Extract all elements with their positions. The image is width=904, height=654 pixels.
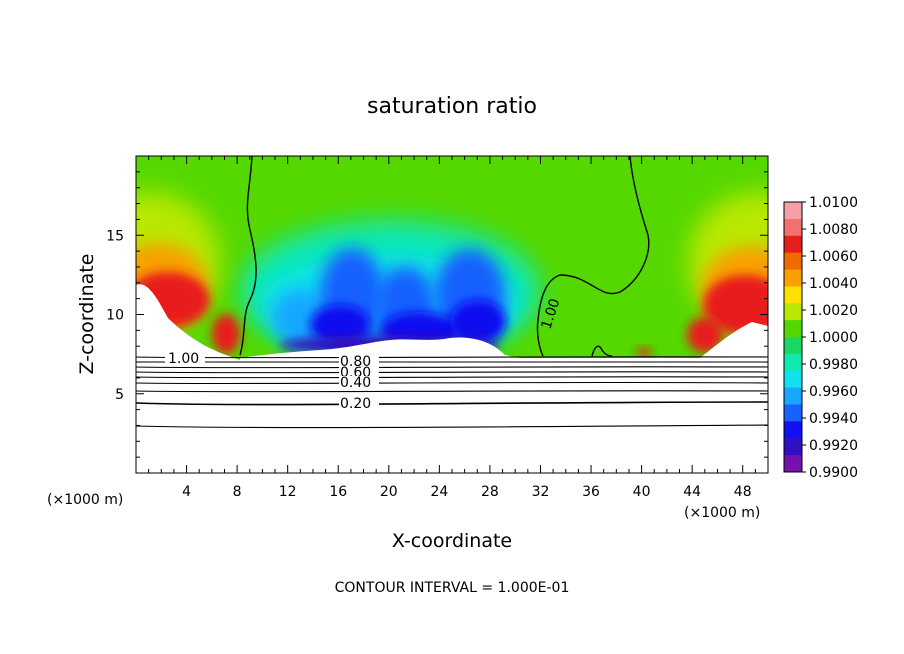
left-red-tail	[212, 314, 240, 354]
colorbar-label: 1.0040	[809, 276, 858, 292]
colorbar-swatch	[784, 202, 802, 220]
right-red	[703, 275, 768, 335]
y-axis-title: Z-coordinate	[76, 254, 98, 375]
colorbar-swatch	[784, 252, 802, 270]
colorbar-swatch	[784, 269, 802, 287]
colorbar-swatch	[784, 337, 802, 355]
y-tick-label: 5	[115, 387, 124, 403]
colorbar-label: 0.9960	[809, 384, 858, 400]
x-tick-label: 36	[582, 484, 600, 500]
colorbar-label: 1.0080	[809, 222, 858, 238]
contour-line	[136, 390, 768, 393]
right-red-tail	[687, 317, 723, 353]
colorbar-swatch	[784, 370, 802, 389]
colorbar-label: 0.9940	[809, 411, 858, 427]
field-color-blobs	[136, 192, 768, 360]
colorbar-swatch	[784, 387, 802, 405]
colorbar-label: 1.0060	[809, 249, 858, 265]
contour-lines	[136, 356, 768, 429]
unity-contour-left	[239, 156, 257, 356]
x-tick-label: 40	[633, 484, 651, 500]
unity-contours	[239, 156, 650, 357]
chart-title: saturation ratio	[367, 94, 537, 119]
x-axis-title: X-coordinate	[392, 530, 512, 552]
blue-core-3	[450, 300, 506, 344]
colorbar-swatch	[784, 353, 802, 372]
contour-labels: 1.00 0.80 0.60 0.40 0.20 1.00	[165, 297, 563, 412]
colorbar-label: 0.9920	[809, 438, 858, 454]
colorbar-swatch	[784, 303, 802, 321]
colorbar-label: 0.9900	[809, 465, 858, 481]
colorbar-label: 0.9980	[809, 357, 858, 373]
x-tick-label: 28	[481, 484, 499, 500]
x-axis: 4 8 12 16 20 24 28 32 36 40 44 48	[148, 156, 756, 500]
contour-label: 1.00	[168, 351, 199, 367]
plot-area	[136, 156, 768, 473]
contour-line	[136, 401, 768, 406]
x-tick-label: 12	[279, 484, 297, 500]
colorbar-swatch	[784, 235, 802, 254]
colorbar-swatch	[784, 421, 802, 439]
colorbar-swatch	[784, 320, 802, 338]
colorbar: 1.0100 1.0080 1.0060 1.0040 1.0020 1.0000 0.99…	[783, 195, 858, 481]
x-tick-label: 44	[683, 484, 701, 500]
colorbar-swatch	[784, 455, 802, 473]
x-tick-label: 24	[430, 484, 448, 500]
y-tick-label: 15	[106, 228, 124, 244]
contour-label: 0.20	[340, 396, 371, 412]
y-tick-label: 10	[106, 308, 124, 324]
contour-line	[136, 381, 768, 385]
x-unit-left: (×1000 m)	[47, 492, 123, 508]
contour-line	[136, 361, 768, 363]
contour-line	[136, 376, 768, 379]
small-red-spot	[636, 348, 652, 356]
colorbar-swatch	[784, 438, 802, 456]
x-tick-label: 8	[233, 484, 242, 500]
colorbar-swatch	[784, 404, 802, 422]
x-tick-label: 20	[380, 484, 398, 500]
colorbar-swatch	[784, 286, 802, 304]
colorbar-label: 1.0020	[809, 303, 858, 319]
colorbar-label: 1.0100	[809, 195, 858, 211]
x-tick-label: 16	[329, 484, 347, 500]
contour-line	[136, 371, 768, 374]
contour-line	[136, 424, 768, 429]
colorbar-label: 1.0000	[809, 330, 858, 346]
contour-interval-note: CONTOUR INTERVAL = 1.000E-01	[335, 580, 570, 596]
x-tick-label: 32	[532, 484, 550, 500]
y-axis: 5 10 15	[106, 171, 768, 458]
colorbar-swatch	[784, 218, 802, 237]
contour-label: 0.40	[340, 375, 371, 391]
unity-contour-right	[536, 156, 650, 357]
unity-contour-small	[591, 345, 613, 357]
x-tick-label: 48	[734, 484, 752, 500]
x-unit-right: (×1000 m)	[684, 505, 760, 521]
x-tick-label: 4	[182, 484, 191, 500]
blue-core-1	[310, 305, 370, 345]
contour-line	[136, 366, 768, 369]
